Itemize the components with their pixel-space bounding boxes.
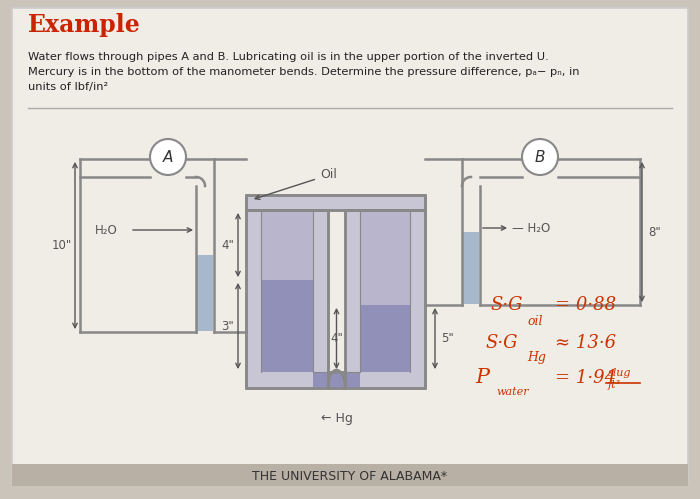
Bar <box>261 210 313 280</box>
Circle shape <box>522 139 558 175</box>
Text: B: B <box>535 151 545 166</box>
Text: S·G: S·G <box>485 334 517 352</box>
Bar <box>360 305 410 372</box>
Text: ← Hg: ← Hg <box>321 412 352 425</box>
Bar <box>246 210 328 388</box>
Text: ≈ 13·6: ≈ 13·6 <box>555 334 616 352</box>
Text: 8": 8" <box>649 226 661 239</box>
Text: P: P <box>475 368 489 387</box>
Text: 4": 4" <box>330 332 343 345</box>
Text: 5": 5" <box>440 332 454 345</box>
Text: S·G: S·G <box>490 296 522 314</box>
Text: A: A <box>163 151 173 166</box>
Bar <box>246 210 328 388</box>
Text: Oil: Oil <box>255 169 337 200</box>
Text: = 1·94: = 1·94 <box>555 369 616 387</box>
Text: Hg: Hg <box>527 351 546 364</box>
Text: 3": 3" <box>222 319 235 332</box>
Bar <box>313 372 360 388</box>
Text: oil: oil <box>527 315 542 328</box>
Bar <box>246 195 425 210</box>
Bar <box>197 255 213 331</box>
Text: 4": 4" <box>222 239 235 251</box>
Bar <box>345 210 425 388</box>
Bar <box>328 372 345 388</box>
Text: = 0·88: = 0·88 <box>555 296 616 314</box>
Bar <box>12 464 688 486</box>
Text: slug: slug <box>608 368 631 378</box>
Text: 10": 10" <box>52 239 72 252</box>
Circle shape <box>150 139 186 175</box>
Text: — H₂O: — H₂O <box>512 222 550 235</box>
Bar <box>246 195 425 210</box>
Bar <box>345 210 425 388</box>
Text: Example: Example <box>28 13 141 37</box>
Bar <box>463 232 479 304</box>
Bar <box>360 210 410 305</box>
Text: Water flows through pipes A and B. Lubricating oil is in the upper portion of th: Water flows through pipes A and B. Lubri… <box>28 52 580 92</box>
Text: H₂O: H₂O <box>95 224 118 237</box>
Text: THE UNIVERSITY OF ALABAMA*: THE UNIVERSITY OF ALABAMA* <box>253 470 447 483</box>
Bar <box>261 280 313 372</box>
Text: water: water <box>496 387 528 397</box>
Bar <box>328 372 345 388</box>
Text: ft³: ft³ <box>608 380 621 390</box>
